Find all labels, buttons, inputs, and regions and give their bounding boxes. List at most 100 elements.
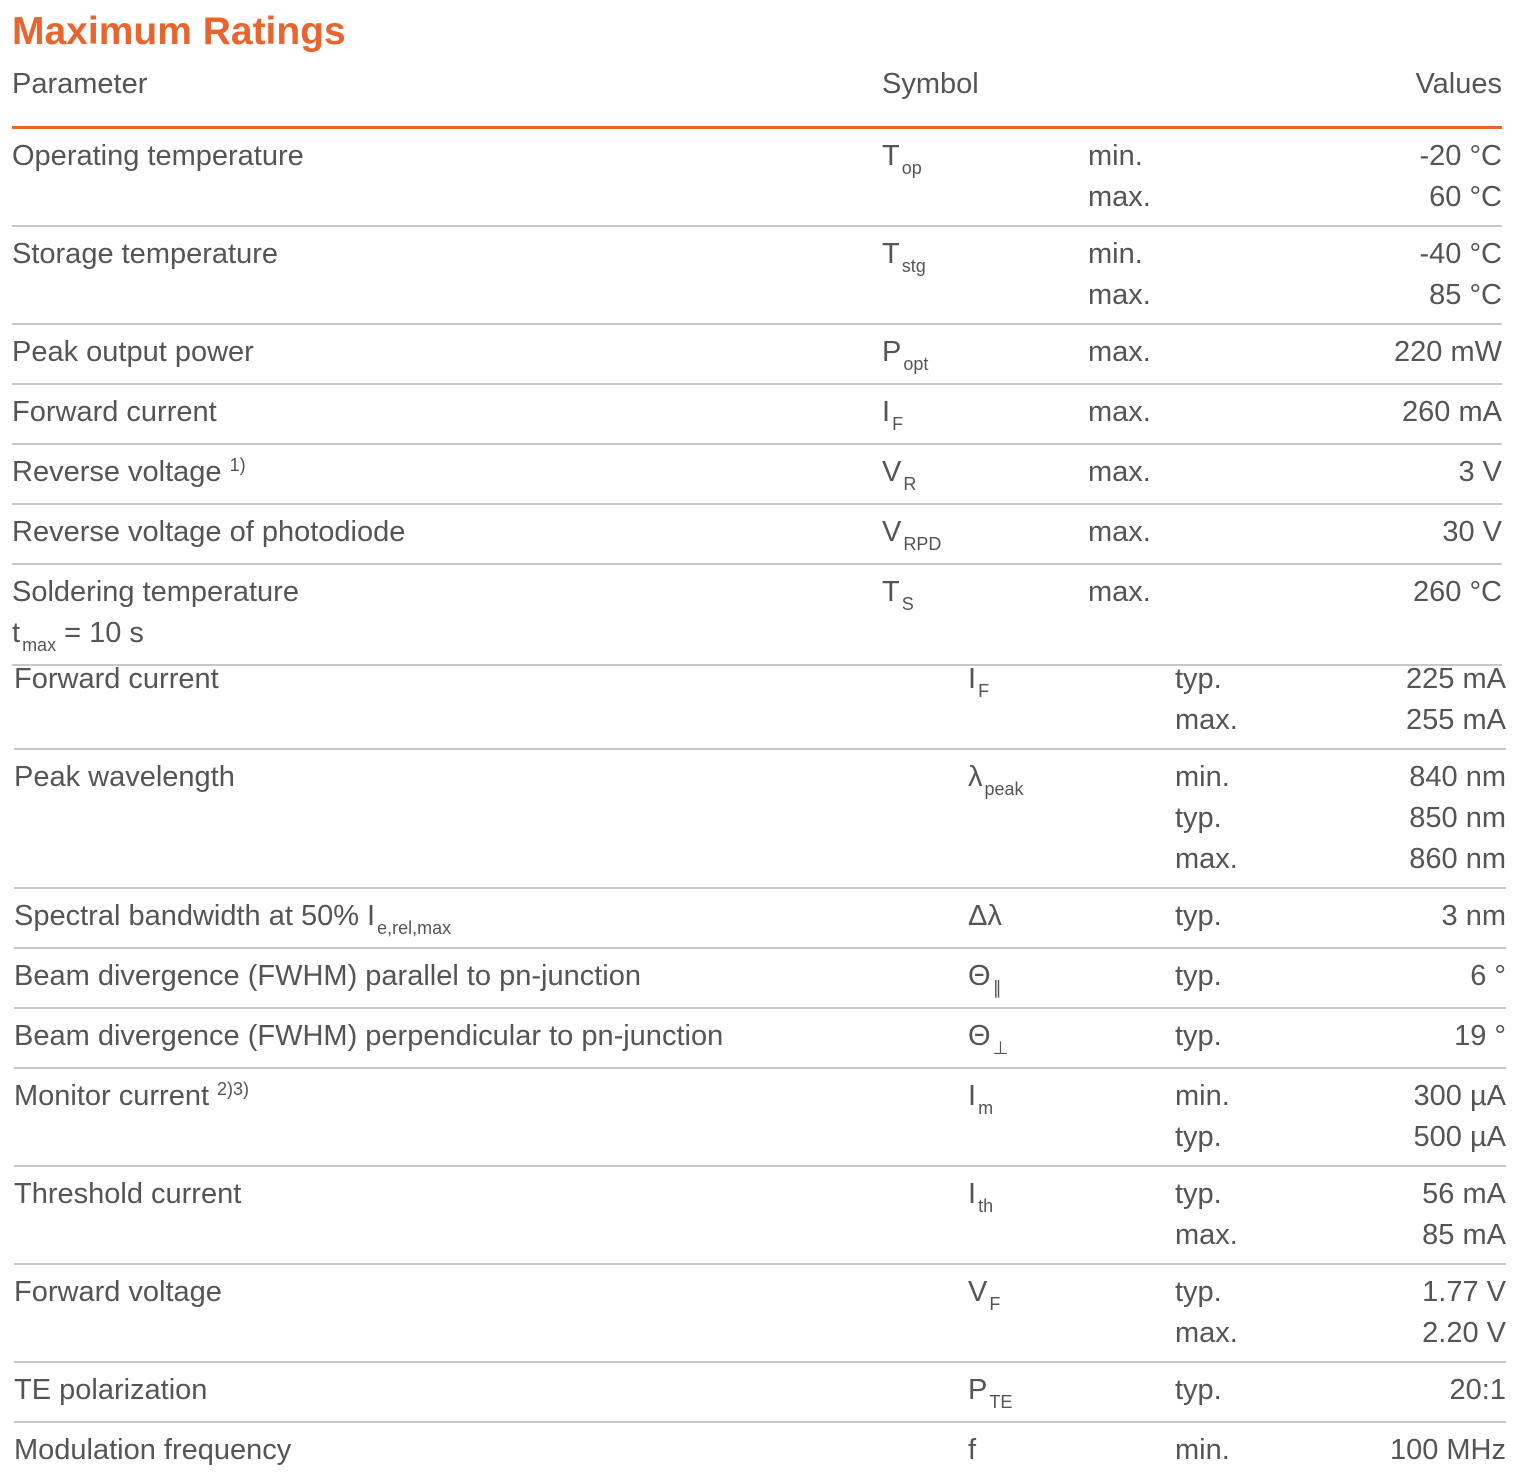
parameter-cell: Modulation frequency (14, 1422, 968, 1478)
parameter-cell: TE polarization (14, 1362, 968, 1422)
parameter: Modulation frequency (14, 1434, 292, 1466)
symbol-subscript: m (978, 1098, 994, 1118)
parameter: Forward current (14, 663, 219, 695)
qualifier: max. (1088, 336, 1151, 368)
symbol-subscript: TE (989, 1392, 1013, 1412)
row: Modulation frequency f min. 100 MHz (14, 1422, 1506, 1478)
symbol: V (882, 456, 902, 488)
condition-symbol: t (12, 617, 21, 649)
title: Maximum Ratings (12, 10, 346, 53)
value: 500 µA (1413, 1121, 1507, 1153)
symbol: f (968, 1434, 977, 1466)
parameter-line: Beam divergence (FWHM) parallel to pn-ju… (14, 956, 968, 997)
value: 840 nm (1409, 761, 1506, 793)
parameter-line: Forward current (14, 659, 968, 700)
symbol: I (968, 1178, 977, 1210)
qualifier: max. (1088, 396, 1151, 428)
value: 260 °C (1413, 576, 1502, 608)
parameter: Spectral bandwidth at 50% I (14, 900, 376, 932)
value: 85 °C (1429, 279, 1502, 311)
parameter: Peak output power (12, 336, 254, 368)
value-cell: 1.77 V 2.20 V (1375, 1264, 1506, 1362)
parameter-line: Reverse voltage of photodiode (12, 512, 882, 553)
parameter-line: Peak output power (12, 332, 882, 373)
condition-subscript: max (22, 635, 57, 655)
symbol-cell: Δλ (968, 888, 1175, 948)
parameter-line: Storage temperature (12, 234, 882, 275)
header-symbol: Symbol (882, 68, 979, 100)
parameter: Soldering temperature (12, 576, 299, 608)
row: Beam divergence (FWHM) parallel to pn-ju… (14, 948, 1506, 1008)
footnote-ref: 1) (229, 455, 246, 475)
qualifier: typ. (1175, 960, 1222, 992)
symbol-cell: f (968, 1422, 1175, 1478)
value: 225 mA (1406, 663, 1506, 695)
qualifier: min. (1175, 1080, 1230, 1112)
value: 6 ° (1470, 960, 1506, 992)
qualifier: max. (1175, 1219, 1238, 1251)
qualifier-cell: min. max. (1088, 226, 1288, 324)
parameter: Forward voltage (14, 1276, 222, 1308)
qualifier-cell: min. max. (1088, 129, 1288, 226)
footnote-ref: 2)3) (217, 1079, 250, 1099)
value: 850 nm (1409, 802, 1506, 834)
symbol: V (968, 1276, 988, 1308)
qualifier-cell: max. (1088, 324, 1288, 384)
symbol-cell: Θ ∥ (968, 948, 1175, 1008)
symbol-cell: P TE (968, 1362, 1175, 1422)
header-parameter: Parameter (12, 68, 148, 100)
parameter-cell: Storage temperature (12, 226, 882, 324)
header-values: Values (1415, 68, 1502, 100)
parameter-subscript: e,rel,max (377, 918, 452, 938)
value-cell: 260 °C (1288, 564, 1502, 665)
value: 30 V (1442, 516, 1502, 548)
value: 260 mA (1402, 396, 1502, 428)
parameter-cell: Beam divergence (FWHM) parallel to pn-ju… (14, 948, 968, 1008)
value-cell: 30 V (1288, 504, 1502, 564)
symbol-subscript: F (978, 681, 990, 701)
qualifier: max. (1175, 1317, 1238, 1349)
value-cell: 100 MHz (1375, 1422, 1506, 1478)
value-cell: 225 mA 255 mA (1375, 652, 1506, 749)
symbol-subscript: stg (901, 256, 926, 276)
parameter-cell: Forward current (12, 384, 882, 444)
value: 2.20 V (1422, 1317, 1506, 1349)
qualifier-cell: min. typ. (1175, 1068, 1375, 1166)
parameter: Peak wavelength (14, 761, 235, 793)
qualifier-cell: typ. (1175, 1362, 1375, 1422)
symbol-subscript: ⊥ (992, 1038, 1009, 1058)
parameter-line: Monitor current 2)3) (14, 1076, 968, 1120)
parameter-cell: Threshold current (14, 1166, 968, 1264)
qualifier: min. (1088, 238, 1143, 270)
condition: t max = 10 s (12, 613, 882, 657)
parameter-cell: Beam divergence (FWHM) perpendicular to … (14, 1008, 968, 1068)
row: Beam divergence (FWHM) perpendicular to … (14, 1008, 1506, 1068)
symbol: Θ (968, 960, 991, 992)
value-cell: -40 °C 85 °C (1288, 226, 1502, 324)
parameter: Reverse voltage of photodiode (12, 516, 406, 548)
value: 19 ° (1454, 1020, 1506, 1052)
symbol: T (882, 238, 900, 270)
qualifier: max. (1175, 704, 1238, 736)
qualifier: max. (1088, 516, 1151, 548)
parameter-cell: Forward current (14, 652, 968, 749)
value-cell: 300 µA 500 µA (1375, 1068, 1507, 1166)
qualifier-cell: typ. (1175, 948, 1375, 1008)
parameter-cell: Soldering temperature t max = 10 s (12, 564, 882, 665)
value: 860 nm (1409, 843, 1506, 875)
qualifier-cell: typ. max. (1175, 1264, 1375, 1362)
qualifier: max. (1175, 843, 1238, 875)
parameter-line: Peak wavelength (14, 757, 968, 798)
symbol: I (968, 663, 977, 695)
value-cell: 19 ° (1375, 1008, 1506, 1068)
